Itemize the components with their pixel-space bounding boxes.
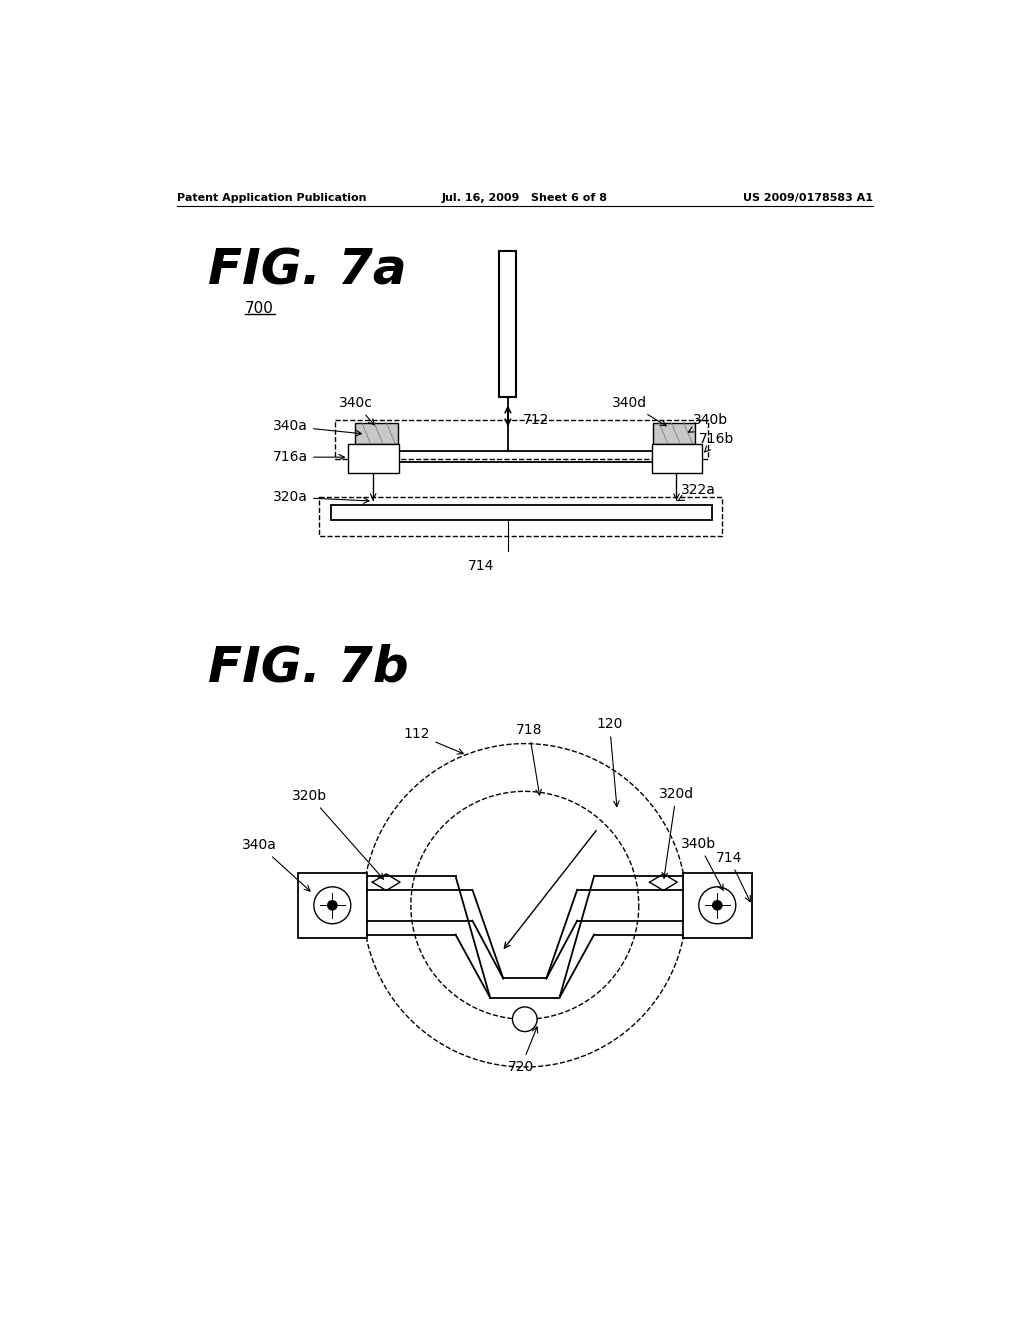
Circle shape bbox=[328, 900, 337, 909]
Bar bbox=[335, 420, 708, 459]
Bar bbox=[683, 873, 752, 937]
Text: 320b: 320b bbox=[292, 789, 384, 879]
Text: 712: 712 bbox=[523, 413, 550, 428]
Text: 340b: 340b bbox=[688, 413, 728, 432]
Text: 322a: 322a bbox=[678, 483, 716, 500]
Text: 720: 720 bbox=[508, 1027, 538, 1074]
Bar bbox=[355, 422, 397, 444]
Text: 340a: 340a bbox=[243, 838, 310, 891]
Text: Patent Application Publication: Patent Application Publication bbox=[177, 194, 367, 203]
Bar bbox=[500, 251, 516, 397]
Circle shape bbox=[713, 900, 722, 909]
Text: 714: 714 bbox=[468, 560, 495, 573]
Text: Jul. 16, 2009   Sheet 6 of 8: Jul. 16, 2009 Sheet 6 of 8 bbox=[441, 194, 608, 203]
Text: 320d: 320d bbox=[658, 787, 694, 878]
Bar bbox=[298, 873, 367, 937]
Circle shape bbox=[313, 887, 351, 924]
Text: 340c: 340c bbox=[339, 396, 375, 425]
Text: 320a: 320a bbox=[273, 490, 369, 504]
Text: 340a: 340a bbox=[273, 420, 361, 436]
Text: 340d: 340d bbox=[611, 396, 667, 426]
Text: 718: 718 bbox=[515, 723, 542, 795]
Text: US 2009/0178583 A1: US 2009/0178583 A1 bbox=[742, 194, 872, 203]
Bar bbox=[357, 451, 692, 462]
Text: 112: 112 bbox=[403, 727, 463, 754]
Circle shape bbox=[512, 1007, 538, 1032]
Bar bbox=[348, 444, 398, 474]
Text: 714: 714 bbox=[716, 850, 751, 902]
Text: 716a: 716a bbox=[273, 450, 344, 465]
Bar bbox=[652, 444, 701, 474]
Bar bbox=[319, 498, 722, 536]
Text: 340b: 340b bbox=[681, 837, 723, 890]
Bar bbox=[652, 422, 695, 444]
Text: 120: 120 bbox=[596, 717, 623, 807]
Bar bbox=[331, 506, 712, 520]
Text: 700: 700 bbox=[245, 301, 273, 315]
Text: FIG. 7b: FIG. 7b bbox=[208, 644, 409, 692]
Text: 716b: 716b bbox=[698, 433, 734, 451]
Circle shape bbox=[698, 887, 736, 924]
Text: FIG. 7a: FIG. 7a bbox=[208, 247, 407, 294]
